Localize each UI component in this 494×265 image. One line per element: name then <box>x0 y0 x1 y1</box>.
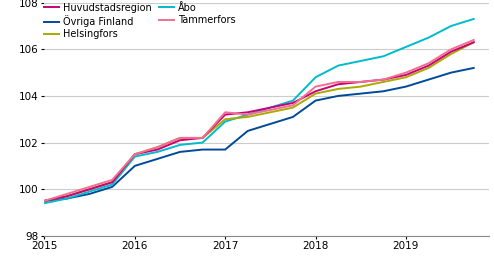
Legend: Huvudstadsregion, Övriga Finland, Helsingfors, Åbo, Tammerfors: Huvudstadsregion, Övriga Finland, Helsin… <box>44 3 236 39</box>
